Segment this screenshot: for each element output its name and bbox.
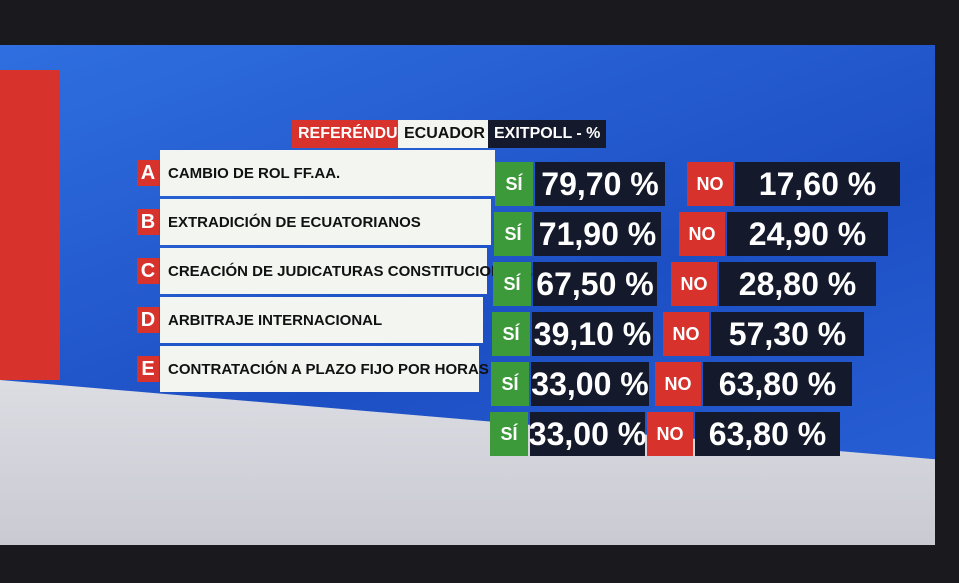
- no-value: 17,60 %: [735, 162, 900, 206]
- yes-label: SÍ: [490, 412, 528, 456]
- no-label: NO: [687, 162, 733, 206]
- question-text: CONTRATACIÓN A PLAZO FIJO POR HORAS: [160, 346, 489, 392]
- no-label: NO: [647, 412, 693, 456]
- yes-value: 39,10 %: [532, 312, 653, 356]
- no-value: 24,90 %: [727, 212, 888, 256]
- red-wall: [0, 70, 60, 380]
- yes-value: 71,90 %: [534, 212, 661, 256]
- no-value: 28,80 %: [719, 262, 876, 306]
- question-letter: E: [137, 356, 159, 382]
- question-letter: B: [137, 209, 159, 235]
- yes-label: SÍ: [492, 312, 530, 356]
- header-label: REFERÉNDUM: [292, 120, 417, 148]
- question-letter: C: [137, 258, 159, 284]
- question-letter: A: [137, 160, 159, 186]
- yes-label: SÍ: [493, 262, 531, 306]
- question-text: ARBITRAJE INTERNACIONAL: [160, 297, 483, 343]
- no-value: 63,80 %: [695, 412, 840, 456]
- yes-label: SÍ: [494, 212, 532, 256]
- yes-value: 79,70 %: [535, 162, 665, 206]
- header-label: EXITPOLL - %: [488, 120, 607, 148]
- no-label: NO: [679, 212, 725, 256]
- no-label: NO: [655, 362, 701, 406]
- yes-label: SÍ: [495, 162, 533, 206]
- question-letter: D: [137, 307, 159, 333]
- yes-label: SÍ: [491, 362, 529, 406]
- question-text: CAMBIO DE ROL FF.AA.: [160, 150, 495, 196]
- yes-value: 33,00 %: [531, 362, 649, 406]
- yes-value: 67,50 %: [533, 262, 657, 306]
- question-text: CREACIÓN DE JUDICATURAS CONSTITUCIONALES: [160, 248, 542, 294]
- no-value: 57,30 %: [711, 312, 864, 356]
- header-label: ECUADOR: [398, 120, 491, 148]
- question-text: EXTRADICIÓN DE ECUATORIANOS: [160, 199, 491, 245]
- no-value: 63,80 %: [703, 362, 852, 406]
- no-label: NO: [671, 262, 717, 306]
- no-label: NO: [663, 312, 709, 356]
- yes-value: 33,00 %: [529, 412, 646, 456]
